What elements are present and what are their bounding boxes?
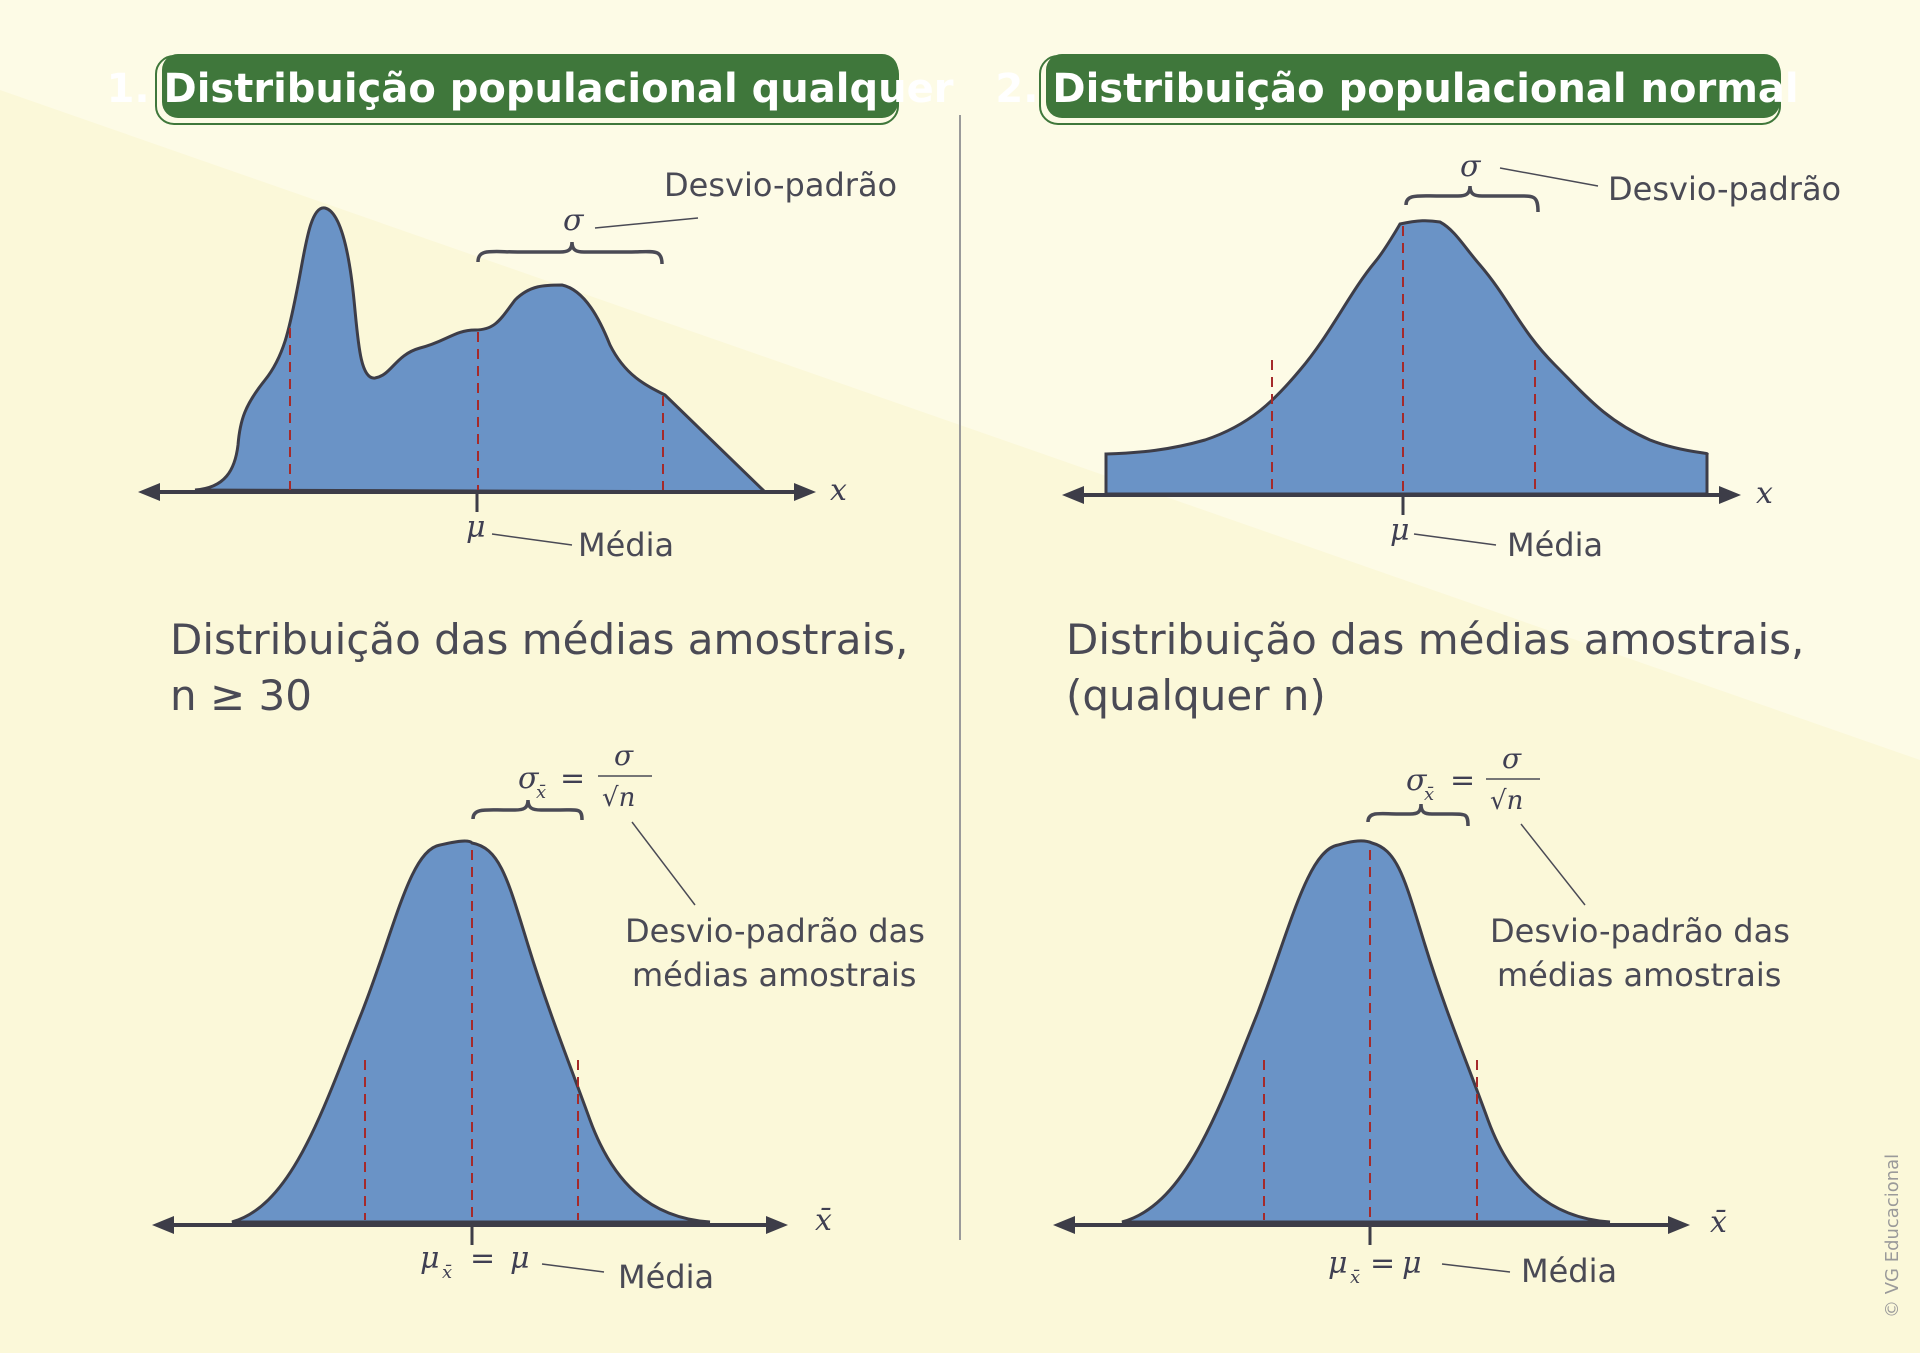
right-formula-num: σ [1502, 742, 1522, 775]
left-mean-eq: = [470, 1241, 495, 1276]
left-bottom-mean-label: Média [618, 1258, 714, 1296]
left-header: 1. Distribuição populacional qualquer [107, 54, 954, 125]
right-bottom-sd-label-line1: Desvio-padrão das [1490, 912, 1790, 950]
right-bottom-chart: x̄ σ x̄ = σ √n Desvio-padrão das médias … [1053, 742, 1790, 1290]
left-top-mean-label: Média [578, 526, 674, 564]
right-top-mean-symbol: μ [1390, 513, 1410, 548]
arbitrary-distribution-curve [194, 206, 769, 494]
left-bottom-sigma-brace [471, 799, 584, 821]
left-formula-sub: x̄ [536, 782, 546, 803]
left-panel: 1. Distribuição populacional qualquer x … [107, 54, 954, 1296]
left-top-sigma-brace [476, 241, 664, 265]
left-bottom-title-line1: Distribuição das médias amostrais, [170, 615, 908, 664]
right-header-title: 2. Distribuição populacional normal [995, 66, 1798, 112]
right-bottom-sigma-brace [1366, 803, 1470, 827]
right-bottom-title-line1: Distribuição das médias amostrais, [1066, 615, 1804, 664]
right-formula-lhs: σ [1406, 763, 1428, 798]
left-mean-expr: μ [420, 1241, 440, 1276]
right-bottom-curve [1121, 839, 1611, 1224]
left-formula-lhs: σ [518, 761, 540, 796]
right-panel: 2. Distribuição populacional normal x σ … [995, 54, 1841, 1290]
right-formula-sub: x̄ [1424, 784, 1434, 805]
left-top-mean-symbol: μ [466, 510, 486, 545]
right-mean-rhs: μ [1402, 1246, 1422, 1281]
left-top-sd-label: Desvio-padrão [664, 166, 897, 204]
left-bottom-axis-label: x̄ [815, 1203, 832, 1238]
copyright-text: © VG Educacional [1882, 1154, 1903, 1318]
left-formula-num: σ [614, 739, 634, 772]
right-formula-eq: = [1450, 763, 1475, 798]
right-bottom-axis-label: x̄ [1710, 1205, 1727, 1240]
right-top-chart: x σ Desvio-padrão μ Média [1062, 149, 1841, 564]
right-top-sigma-brace [1404, 185, 1540, 213]
left-bottom-chart: x̄ σ x̄ = σ √n Desvio-padrão das médias … [152, 739, 925, 1296]
right-header: 2. Distribuição populacional normal [995, 54, 1799, 125]
left-formula-eq: = [560, 761, 585, 796]
left-bottom-title-line2: n ≥ 30 [170, 671, 312, 720]
right-top-mean-label: Média [1507, 526, 1603, 564]
left-top-sigma: σ [563, 203, 585, 238]
right-bottom-mean-label: Média [1521, 1252, 1617, 1290]
left-bottom-sd-label-line1: Desvio-padrão das [625, 912, 925, 950]
right-formula-den: √n [1490, 786, 1523, 816]
left-mean-sub: x̄ [442, 1262, 452, 1283]
right-mean-sub: x̄ [1350, 1267, 1360, 1288]
right-mean-eq: = [1370, 1246, 1395, 1281]
normal-distribution-curve [1104, 219, 1709, 496]
right-bottom-title-line2: (qualquer n) [1066, 671, 1326, 720]
left-top-axis-label: x [830, 473, 847, 508]
right-top-sigma: σ [1460, 149, 1482, 184]
left-mean-rhs: μ [510, 1241, 530, 1276]
right-top-sd-label: Desvio-padrão [1608, 170, 1841, 208]
left-formula-den: √n [602, 783, 635, 813]
right-top-axis-label: x [1756, 476, 1773, 511]
left-bottom-sd-label-line2: médias amostrais [632, 956, 916, 994]
right-bottom-sd-label-line2: médias amostrais [1497, 956, 1781, 994]
left-header-title: 1. Distribuição populacional qualquer [107, 66, 954, 112]
left-top-chart: x σ Desvio-padrão μ Média [138, 166, 897, 564]
left-bottom-curve [231, 839, 711, 1224]
right-mean-expr: μ [1328, 1246, 1348, 1281]
